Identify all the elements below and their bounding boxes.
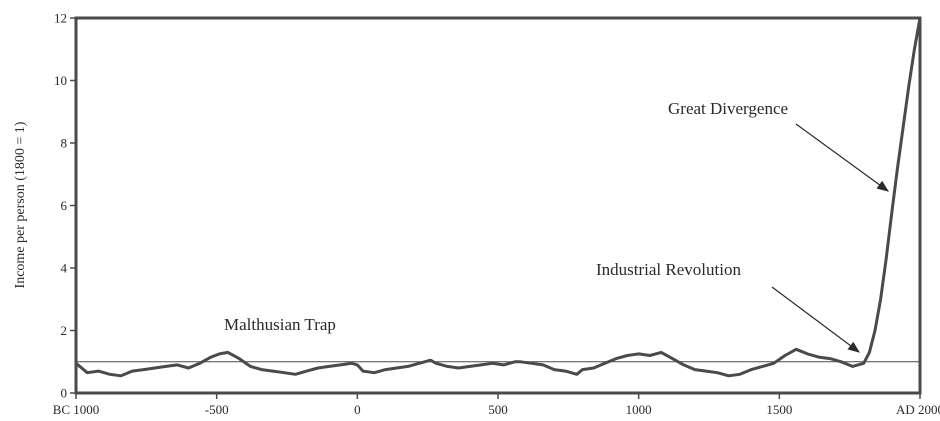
- annotation-malthusian-trap: Malthusian Trap: [224, 315, 336, 334]
- x-tick-label: -500: [205, 402, 229, 417]
- x-tick-label: AD 2000: [896, 402, 940, 417]
- x-tick-label: BC 1000: [53, 402, 100, 417]
- y-tick-label: 12: [54, 11, 67, 26]
- y-tick-label: 8: [61, 136, 68, 151]
- y-tick-label: 10: [54, 73, 67, 88]
- annotation-industrial-revolution: Industrial Revolution: [596, 260, 741, 279]
- series-group: [75, 17, 922, 378]
- x-tick-label: 500: [488, 402, 508, 417]
- annotation-great-divergence: Great Divergence: [668, 99, 788, 118]
- x-tick-label: 1500: [766, 402, 792, 417]
- arrow-great-divergence: [795, 123, 889, 192]
- x-tick-label: 1000: [626, 402, 652, 417]
- y-axis-label: Income per person (1800 = 1): [13, 121, 28, 288]
- x-tick-label: 0: [354, 402, 361, 417]
- y-tick-label: 4: [61, 261, 68, 276]
- tick-labels: BC 1000 -500 0 500 1000 1500 AD 2000 0 2 4 6 8 10 12: [53, 11, 940, 418]
- y-tick-label: 2: [61, 323, 68, 338]
- axes: [74, 16, 922, 395]
- arrow-industrial-revolution: [771, 286, 860, 353]
- series-line-0: [75, 17, 922, 378]
- y-tick-label: 0: [61, 386, 68, 401]
- plot-frame: [74, 16, 922, 395]
- y-tick-label: 6: [61, 198, 68, 213]
